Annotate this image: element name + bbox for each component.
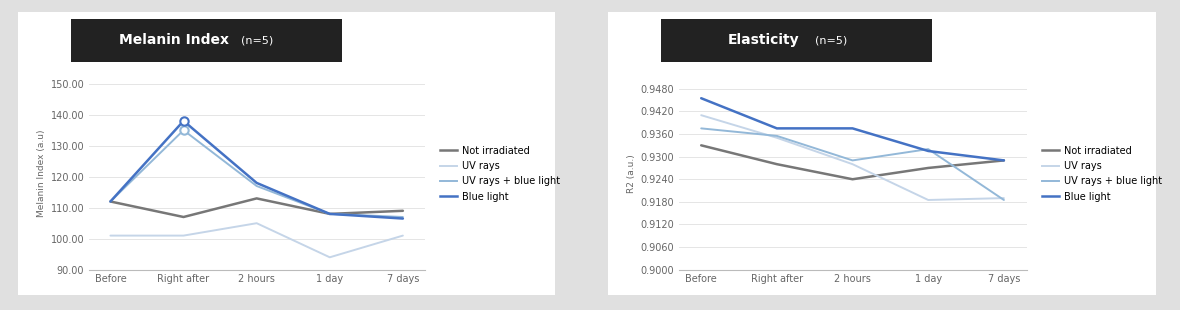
FancyBboxPatch shape [1, 4, 571, 303]
FancyBboxPatch shape [38, 16, 375, 65]
Text: Melanin Index: Melanin Index [119, 33, 229, 47]
Y-axis label: Melanin Index (a.u): Melanin Index (a.u) [38, 130, 46, 217]
Text: Elasticity: Elasticity [728, 33, 800, 47]
Text: (n=5): (n=5) [815, 35, 847, 45]
FancyBboxPatch shape [628, 16, 965, 65]
Text: (n=5): (n=5) [241, 35, 274, 45]
Legend: Not irradiated, UV rays, UV rays + blue light, Blue light: Not irradiated, UV rays, UV rays + blue … [1042, 146, 1162, 202]
Y-axis label: R2 (a.u.): R2 (a.u.) [628, 154, 636, 193]
Legend: Not irradiated, UV rays, UV rays + blue light, Blue light: Not irradiated, UV rays, UV rays + blue … [440, 146, 560, 202]
FancyBboxPatch shape [591, 4, 1173, 303]
